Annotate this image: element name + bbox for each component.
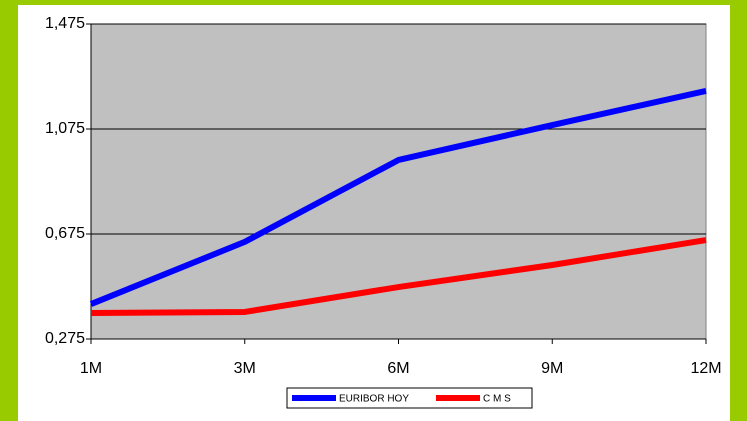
- x-tick-label: 12M: [690, 360, 721, 377]
- x-tick-label: 3M: [234, 360, 256, 377]
- x-tick-label: 6M: [387, 360, 409, 377]
- x-tick-label: 1M: [80, 360, 102, 377]
- y-tick-label: 0,675: [45, 225, 85, 242]
- plot-area: [90, 23, 707, 340]
- legend-box: [286, 387, 533, 409]
- y-tick-label: 0,275: [45, 330, 85, 347]
- line-series: [89, 88, 707, 307]
- y-tick-label: 1,075: [45, 120, 85, 137]
- legend-label: C M S: [483, 394, 511, 405]
- line-series: [90, 237, 707, 317]
- y-tick-label: 1,475: [45, 15, 85, 32]
- x-tick-label: 9M: [541, 360, 563, 377]
- legend-label: EURIBOR HOY: [339, 394, 409, 405]
